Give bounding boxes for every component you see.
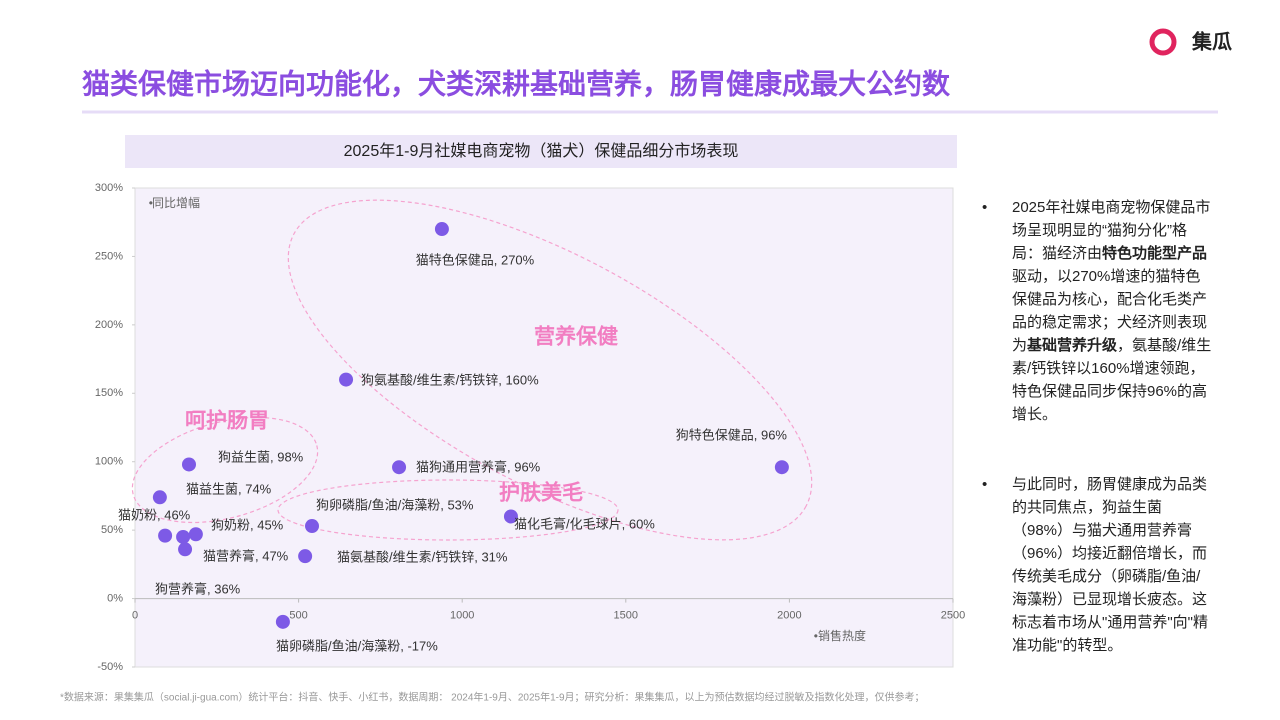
y-tick-label: 0% xyxy=(107,592,123,604)
clusters xyxy=(131,199,813,541)
y-tick-label: 300% xyxy=(95,182,123,194)
point-label: 猫奶粉, 46% xyxy=(118,507,191,522)
x-tick-label: 2500 xyxy=(941,609,965,621)
x-tick-label: 500 xyxy=(289,609,307,621)
y-tick-label: -50% xyxy=(97,661,123,673)
point-label: 狗特色保健品, 96% xyxy=(676,427,788,442)
note-text: 与此同时，肠胃健康成为品类的共同焦点，狗益生菌（98%）与猫犬通用营养膏（96%… xyxy=(1012,476,1208,654)
point xyxy=(158,528,173,543)
x-axis-label: 销售热度 xyxy=(818,628,866,643)
point-label: 猫卵磷脂/鱼油/海藻粉, -17% xyxy=(276,638,438,653)
point xyxy=(434,222,449,237)
footer: *数据来源：果集集瓜（social.ji-gua.com）统计平台：抖音、快手、… xyxy=(60,691,925,704)
note-emphasis: 特色功能型产品 xyxy=(1102,245,1208,262)
note-paragraph: 与此同时，肠胃健康成为品类的共同焦点，狗益生菌（98%）与猫犬通用营养膏（96%… xyxy=(982,473,1214,657)
y-tick-label: 200% xyxy=(95,319,123,331)
y-tick-label: 150% xyxy=(95,387,123,399)
x-tick-label: 0 xyxy=(132,609,138,621)
point xyxy=(503,509,518,524)
x-tick-label: 1000 xyxy=(450,609,474,621)
cluster-ellipse xyxy=(131,416,319,524)
point xyxy=(774,460,789,475)
x-tick-label: 2000 xyxy=(777,609,801,621)
point xyxy=(178,542,193,557)
point-label: 狗氨基酸/维生素/钙铁锌, 160% xyxy=(361,372,539,387)
point xyxy=(176,529,191,544)
y-tick-label: 50% xyxy=(101,524,123,536)
y-axis-label: 同比增幅 xyxy=(152,195,200,210)
point xyxy=(298,549,313,564)
chart-title-band xyxy=(125,135,957,168)
annotation: 呵护肠胃 xyxy=(185,409,269,433)
note-text: 2025年社媒电商宠物保健品市场呈现明显的“猫狗分化”格局：猫经济由 xyxy=(1012,199,1211,262)
brand: 集瓜 xyxy=(1191,29,1232,53)
chart-title: 2025年1-9月社媒电商宠物（猫犬）保健品细分市场表现 xyxy=(344,142,739,160)
x-tick-label: 1500 xyxy=(614,609,638,621)
logo-icon xyxy=(1149,28,1177,56)
point-label: 猫化毛膏/化毛球片, 60% xyxy=(514,516,655,531)
point xyxy=(339,372,354,387)
point xyxy=(305,519,320,534)
bullet: • xyxy=(814,629,818,643)
point-label: 猫狗通用营养膏, 96% xyxy=(416,459,541,474)
point-label: 猫益生菌, 74% xyxy=(186,481,272,496)
y-tick-label: 100% xyxy=(95,456,123,468)
note-text: 驱动，以270%增速的猫特色保健品为核心，配合化毛类产品的稳定需求；犬经济则表现… xyxy=(1012,268,1208,354)
point xyxy=(152,490,167,505)
point-label: 狗奶粉, 45% xyxy=(211,517,284,532)
note-emphasis: 基础营养升级 xyxy=(1027,337,1118,354)
point-label: 狗益生菌, 98% xyxy=(218,449,304,464)
page-title: 猫类保健市场迈向功能化，犬类深耕基础营养，肠胃健康成最大公约数 xyxy=(82,67,951,99)
plot-area xyxy=(134,187,954,668)
point-label: 狗营养膏, 36% xyxy=(155,581,241,596)
bullet: • xyxy=(149,196,153,210)
annotation: 营养保健 xyxy=(534,325,618,349)
point xyxy=(188,527,203,542)
point xyxy=(275,614,290,629)
point xyxy=(392,460,407,475)
note-paragraph: 2025年社媒电商宠物保健品市场呈现明显的“猫狗分化”格局：猫经济由特色功能型产… xyxy=(982,196,1214,426)
cluster-ellipse xyxy=(287,199,813,541)
point-label: 猫氨基酸/维生素/钙铁锌, 31% xyxy=(337,549,508,564)
point-label: 猫营养膏, 47% xyxy=(203,548,289,563)
point-label: 猫特色保健品, 270% xyxy=(416,252,535,267)
y-tick-label: 250% xyxy=(95,250,123,262)
note-text: ，氨基酸/维生素/钙铁锌以160%增速领跑，特色保健品同步保持96%的高增长。 xyxy=(1012,337,1212,423)
notes: 2025年社媒电商宠物保健品市场呈现明显的“猫狗分化”格局：猫经济由特色功能型产… xyxy=(982,196,1214,704)
point-label: 狗卵磷脂/鱼油/海藻粉, 53% xyxy=(316,497,474,512)
cluster-ellipse xyxy=(277,479,619,541)
annotation: 护肤美毛 xyxy=(499,481,583,505)
point xyxy=(181,457,196,472)
